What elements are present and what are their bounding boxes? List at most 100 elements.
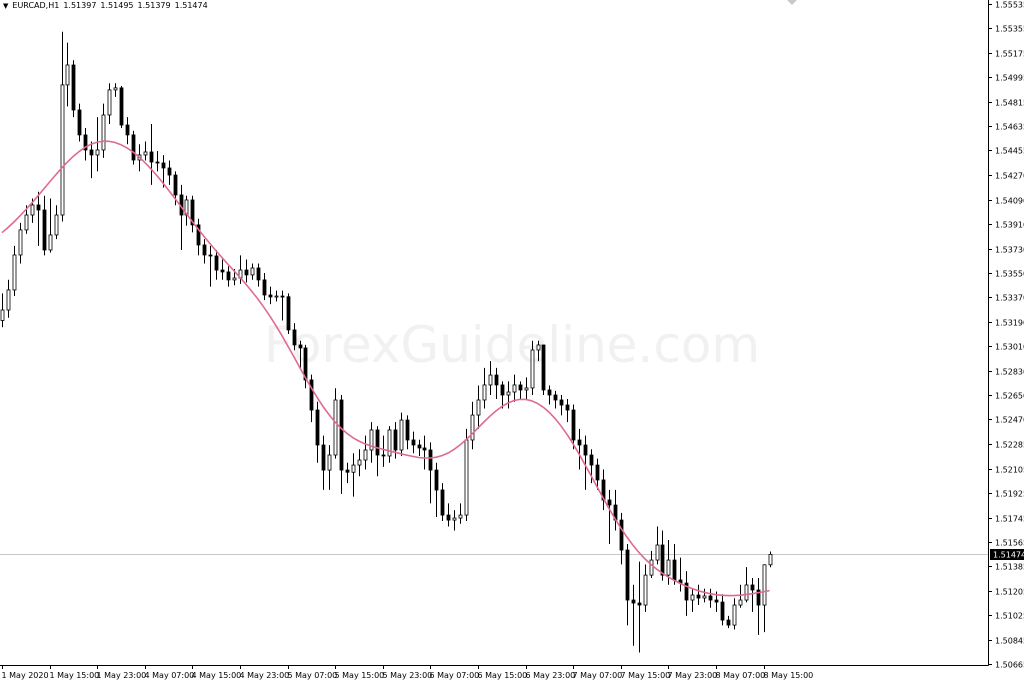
bearish-candle — [541, 344, 546, 395]
candle-body — [143, 151, 148, 156]
bullish-candle — [113, 83, 118, 97]
bearish-candle — [631, 584, 636, 646]
bearish-candle — [720, 594, 725, 626]
candle-body — [357, 459, 362, 466]
time-tick-label: 5 May 07:00 — [288, 671, 338, 680]
candle-body — [434, 469, 439, 491]
bullish-candle — [476, 385, 481, 429]
candle-body — [565, 404, 570, 411]
bearish-candle — [411, 431, 416, 454]
bearish-candle — [321, 435, 326, 490]
time-tick-label: 4 May 23:00 — [240, 671, 290, 680]
bearish-candle — [446, 503, 451, 527]
candle-body — [417, 444, 422, 449]
price-tick-label: 1.52285 — [995, 441, 1024, 450]
candle-body — [702, 595, 707, 599]
watermark: ForexGuideline.com — [264, 316, 760, 374]
candle-body — [768, 553, 773, 566]
candle-body — [649, 559, 654, 576]
bullish-candle — [60, 31, 65, 222]
candle-body — [173, 174, 178, 196]
time-tick-label: 4 May 07:00 — [145, 671, 195, 680]
candle-body — [351, 464, 356, 473]
price-tick-label: 1.53010 — [995, 343, 1024, 352]
bullish-candle — [327, 445, 332, 490]
candle-body — [720, 601, 725, 621]
candle-body — [446, 514, 451, 521]
candle-body — [125, 124, 130, 136]
bearish-candle — [42, 195, 47, 256]
candle-body — [738, 599, 743, 606]
candle-body — [321, 444, 326, 471]
time-tick-label: 4 May 15:00 — [192, 671, 242, 680]
shift-marker-icon[interactable] — [787, 0, 797, 5]
price-tick-label: 1.54090 — [995, 197, 1024, 206]
bullish-candle — [524, 377, 529, 400]
candle-body — [190, 199, 195, 226]
candle-body — [637, 602, 642, 606]
bearish-candle — [36, 191, 41, 246]
candle-body — [363, 449, 368, 461]
bearish-candle — [422, 435, 427, 470]
price-axis[interactable]: 1.55535 1.55355 1.55175 1.54995 1.54815 1.546… — [988, 1, 1024, 670]
bullish-candle — [65, 42, 70, 107]
candle-body — [208, 254, 213, 257]
candle-body — [18, 229, 23, 256]
candle-body — [107, 89, 112, 116]
time-tick-label: 5 May 15:00 — [335, 671, 385, 680]
candle-body — [506, 391, 511, 396]
bearish-candle — [613, 489, 618, 531]
time-axis[interactable]: 1 May 2020 1 May 15:001 May 23:004 May 07… — [2, 665, 814, 680]
candle-body — [732, 604, 737, 626]
candle-body — [559, 399, 564, 406]
bearish-candle — [71, 60, 76, 118]
bullish-candle — [744, 567, 749, 603]
candle-body — [375, 429, 380, 456]
bearish-candle — [756, 577, 761, 635]
bearish-candle — [149, 123, 154, 185]
candle-body — [607, 499, 612, 506]
candle-body — [518, 384, 523, 391]
bearish-candle — [601, 469, 606, 511]
time-tick-label: 1 May 15:00 — [50, 671, 100, 680]
candle-body — [244, 269, 249, 276]
price-tick-label: 1.52470 — [995, 416, 1024, 425]
candle-body — [512, 384, 517, 393]
bearish-candle — [559, 394, 564, 416]
price-tick-label: 1.50665 — [995, 661, 1024, 670]
price-tick-label: 1.53910 — [995, 221, 1024, 230]
moving-average-line — [1, 140, 770, 597]
candle-body — [220, 269, 225, 273]
candle-body — [672, 559, 677, 581]
bearish-candle — [161, 155, 166, 188]
symbol-timeframe: EURCAD,H1 — [12, 1, 60, 10]
bearish-candle — [339, 394, 344, 494]
time-tick-label: 1 May 23:00 — [97, 671, 147, 680]
bearish-candle — [619, 512, 624, 565]
triangle-down-icon[interactable]: ▼ — [3, 1, 9, 10]
bullish-candle — [363, 435, 368, 470]
bullish-candle — [387, 426, 392, 463]
time-tick-label: 8 May 15:00 — [764, 671, 814, 680]
price-tick-label: 1.54270 — [995, 172, 1024, 181]
bearish-candle — [672, 544, 677, 585]
bullish-candle — [512, 374, 517, 402]
bullish-candle — [18, 222, 23, 264]
bullish-candle — [488, 361, 493, 395]
bearish-candle — [155, 151, 160, 172]
bullish-candle — [452, 510, 457, 531]
candle-body — [553, 394, 558, 401]
candle-body — [714, 599, 719, 603]
bullish-candle — [95, 117, 100, 172]
ohlc-close: 1.51474 — [174, 1, 208, 10]
price-tick-label: 1.53190 — [995, 319, 1024, 328]
bearish-candle — [500, 381, 505, 409]
bearish-candle — [298, 340, 303, 368]
price-tick-label: 1.51025 — [995, 612, 1024, 621]
bullish-candle — [458, 503, 463, 524]
bullish-candle — [464, 428, 469, 522]
bearish-candle — [220, 259, 225, 280]
time-tick-label: 7 May 07:00 — [573, 671, 623, 680]
bullish-candle — [143, 141, 148, 161]
candle-body — [89, 149, 94, 156]
